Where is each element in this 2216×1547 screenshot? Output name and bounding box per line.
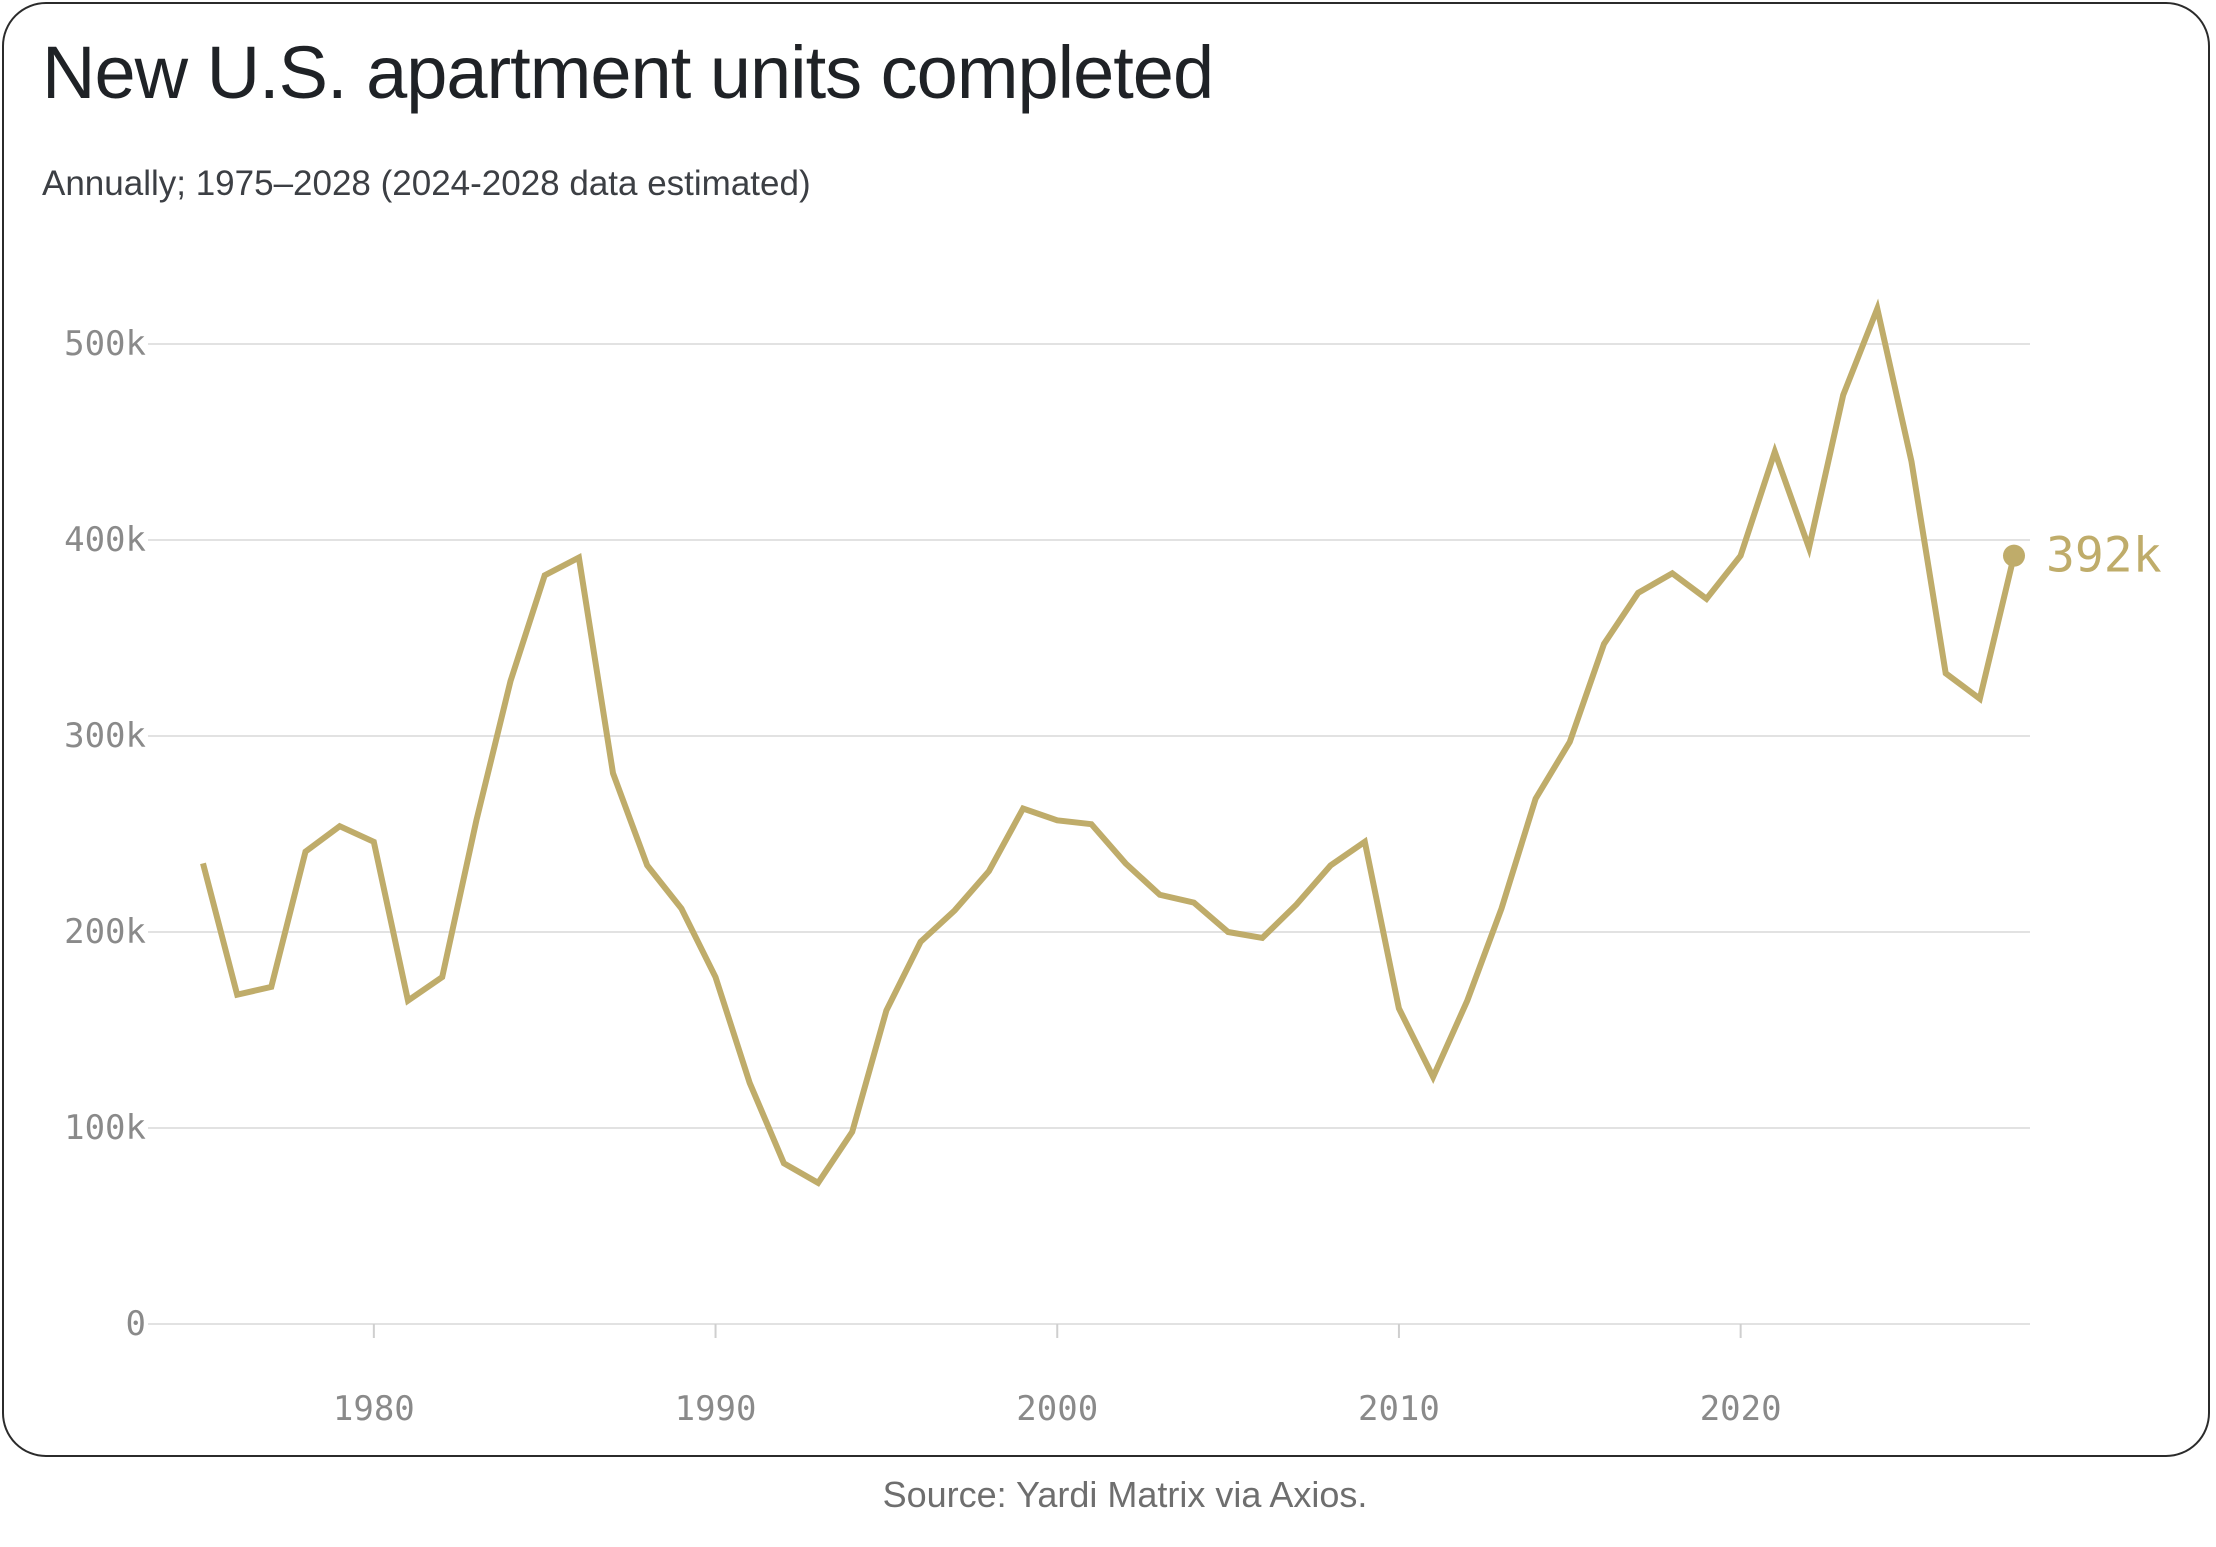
data-point-2027 bbox=[1977, 696, 1983, 702]
data-point-1984 bbox=[508, 678, 514, 684]
x-tick-label-1980: 1980 bbox=[333, 1389, 415, 1429]
data-point-1981 bbox=[405, 998, 411, 1004]
y-tick-label-500k: 500k bbox=[64, 324, 146, 364]
x-tick-label-2020: 2020 bbox=[1700, 1389, 1782, 1429]
data-point-2019 bbox=[1703, 596, 1709, 602]
data-point-2010 bbox=[1396, 1005, 1402, 1011]
data-point-1998 bbox=[986, 868, 992, 874]
line-chart: 0 100k 200k 300k 400k 500k 1980 1990 2000 2010 20… bbox=[64, 298, 2162, 1429]
data-point-1996 bbox=[918, 939, 924, 945]
x-tick-label-2010: 2010 bbox=[1358, 1389, 1440, 1429]
grid-lines bbox=[148, 343, 2030, 1325]
data-point-1999 bbox=[1020, 806, 1026, 812]
data-point-2005 bbox=[1225, 929, 1231, 935]
data-point-1989 bbox=[678, 905, 684, 911]
data-point-1994 bbox=[849, 1129, 855, 1135]
chart-title: New U.S. apartment units completed bbox=[42, 31, 1214, 114]
chart-subtitle: Annually; 1975–2028 (2024-2028 data esti… bbox=[42, 164, 811, 203]
y-tick-label-0: 0 bbox=[126, 1304, 146, 1344]
x-tick-label-2000: 2000 bbox=[1016, 1389, 1098, 1429]
data-point-2023 bbox=[1840, 392, 1846, 398]
data-point-2015 bbox=[1567, 739, 1573, 745]
data-point-2018 bbox=[1669, 570, 1675, 576]
data-point-1985 bbox=[542, 572, 548, 578]
series-line bbox=[200, 298, 2017, 1187]
data-point-1988 bbox=[644, 862, 650, 868]
data-point-1993 bbox=[815, 1180, 821, 1186]
data-point-1997 bbox=[952, 907, 958, 913]
data-point-2014 bbox=[1533, 796, 1539, 802]
data-point-2012 bbox=[1464, 998, 1470, 1004]
data-point-2017 bbox=[1635, 590, 1641, 596]
data-point-1978 bbox=[303, 849, 309, 855]
series-layer bbox=[200, 298, 2017, 1187]
data-point-2011 bbox=[1430, 1074, 1436, 1080]
data-point-1986 bbox=[576, 555, 582, 561]
data-point-1990 bbox=[713, 974, 719, 980]
data-point-1992 bbox=[781, 1160, 787, 1166]
x-tick-label-1990: 1990 bbox=[675, 1389, 757, 1429]
data-point-2026 bbox=[1943, 670, 1949, 676]
data-point-1983 bbox=[473, 817, 479, 823]
chart-card: New U.S. apartment units completed Annua… bbox=[2, 2, 2210, 1457]
data-point-2001 bbox=[1088, 821, 1094, 827]
data-point-2013 bbox=[1498, 905, 1504, 911]
y-tick-label-300k: 300k bbox=[64, 716, 146, 756]
source-note: Source: Yardi Matrix via Axios. bbox=[882, 1474, 1368, 1515]
data-point-1995 bbox=[883, 1007, 889, 1013]
data-point-2024 bbox=[1874, 306, 1880, 312]
y-tick-label-100k: 100k bbox=[64, 1108, 146, 1148]
data-point-2006 bbox=[1259, 935, 1265, 941]
end-value-label: 392k bbox=[2046, 528, 2162, 584]
data-point-2021 bbox=[1772, 449, 1778, 455]
data-point-2025 bbox=[1908, 459, 1914, 465]
data-point-1975 bbox=[200, 860, 206, 866]
data-points bbox=[200, 306, 2025, 1186]
data-point-1991 bbox=[747, 1080, 753, 1086]
y-axis-tick-labels: 0 100k 200k 300k 400k 500k bbox=[64, 324, 146, 1344]
x-axis-ticks: 1980 1990 2000 2010 2020 bbox=[333, 1324, 1782, 1429]
data-point-1977 bbox=[268, 984, 274, 990]
data-point-1979 bbox=[337, 823, 343, 829]
data-point-2007 bbox=[1293, 902, 1299, 908]
data-point-2028 bbox=[2003, 544, 2025, 567]
data-point-1980 bbox=[371, 839, 377, 845]
data-point-2003 bbox=[1157, 892, 1163, 898]
data-point-2004 bbox=[1191, 900, 1197, 906]
data-point-2022 bbox=[1806, 545, 1812, 551]
y-tick-label-400k: 400k bbox=[64, 520, 146, 560]
data-point-2008 bbox=[1328, 862, 1334, 868]
data-point-1982 bbox=[439, 974, 445, 980]
data-point-1987 bbox=[610, 770, 616, 776]
data-point-2020 bbox=[1738, 553, 1744, 559]
data-point-2009 bbox=[1362, 839, 1368, 845]
y-tick-label-200k: 200k bbox=[64, 912, 146, 952]
data-point-1976 bbox=[234, 992, 240, 998]
data-point-2016 bbox=[1601, 641, 1607, 647]
data-point-2000 bbox=[1054, 817, 1060, 823]
data-point-2002 bbox=[1123, 860, 1129, 866]
